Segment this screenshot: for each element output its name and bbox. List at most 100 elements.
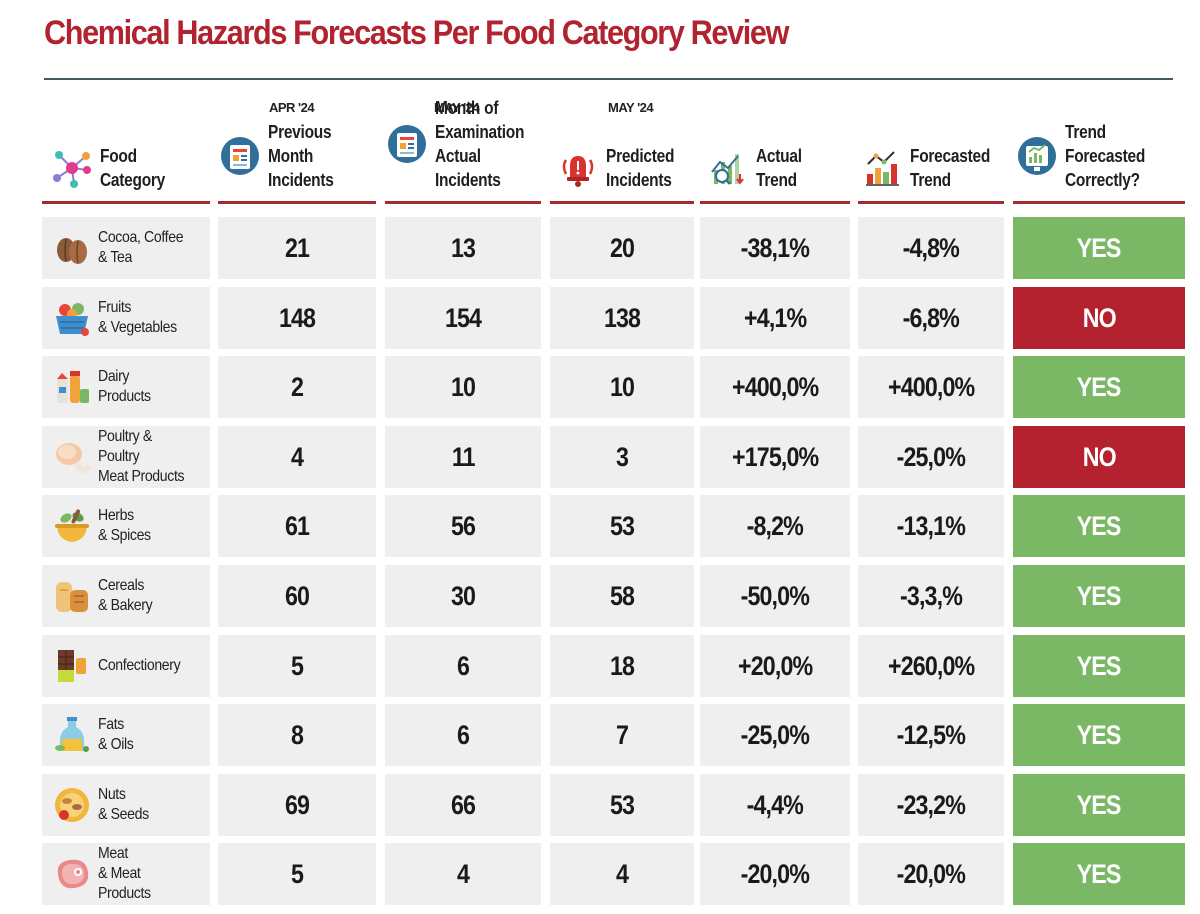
header-underline [385,201,541,204]
header-predicted: Predicted Incidents [550,118,694,204]
food-category-label: Nuts & Seeds [98,786,149,823]
predicted-value: 10 [609,371,635,402]
previous-value: 5 [290,858,304,889]
header-correct: Trend Forecasted Correctly? [1013,118,1185,204]
header-predicted-label: Predicted Incidents [606,146,675,190]
actual-trend-cell: -50,0% [700,565,850,627]
correct-value: YES [1077,371,1122,402]
predicted-cell: 3 [550,426,694,488]
report-icon [388,125,426,163]
correct-value: YES [1077,650,1122,681]
forecasted-trend-value: +400,0% [887,371,975,402]
actual-cell: 11 [385,426,541,488]
previous-cell: 60 [218,565,376,627]
verdict-badge: NO [1013,287,1185,349]
previous-cell: 5 [218,843,376,905]
month-label-previous: APR '24 [269,100,315,115]
forecasted-trend-cell: -25,0% [858,426,1004,488]
previous-cell: 21 [218,217,376,279]
correct-value: NO [1082,441,1116,472]
header-underline [218,201,376,204]
previous-cell: 69 [218,774,376,836]
actual-cell: 13 [385,217,541,279]
previous-value: 148 [278,302,316,333]
check-chart-icon [1018,137,1056,175]
food-category-cell: Poultry & Poultry Meat Products [42,426,210,488]
nuts-icon [55,788,89,822]
forecasted-trend-value: -4,8% [902,232,960,263]
correct-value: YES [1077,232,1122,263]
forecast-chart-icon [866,151,899,186]
previous-cell: 61 [218,495,376,557]
header-food-category-label: Food Category [100,146,166,190]
actual-value: 13 [450,232,476,263]
correct-value: NO [1082,302,1116,333]
actual-value: 154 [444,302,482,333]
food-category-label: Meat & Meat Products [98,845,151,902]
verdict-badge: YES [1013,565,1185,627]
forecasted-trend-cell: -20,0% [858,843,1004,905]
forecasted-trend-cell: -4,8% [858,217,1004,279]
actual-trend-cell: -8,2% [700,495,850,557]
previous-cell: 148 [218,287,376,349]
predicted-cell: 53 [550,774,694,836]
predicted-cell: 20 [550,217,694,279]
previous-value: 60 [284,580,310,611]
header-actual: Month of Examination Actual Incidents [385,98,541,204]
verdict-badge: YES [1013,495,1185,557]
actual-cell: 30 [385,565,541,627]
predicted-value: 58 [609,580,635,611]
previous-value: 5 [290,650,304,681]
bread-icon [56,582,88,612]
verdict-badge: YES [1013,217,1185,279]
food-category-cell: Nuts & Seeds [42,774,210,836]
actual-value: 56 [450,510,476,541]
previous-cell: 4 [218,426,376,488]
previous-value: 69 [284,789,310,820]
header-previous: Previous Month Incidents [218,118,376,204]
predicted-value: 7 [615,719,629,750]
actual-cell: 6 [385,635,541,697]
verdict-badge: YES [1013,704,1185,766]
steak-icon [57,859,89,889]
actual-value: 30 [450,580,476,611]
actual-trend-cell: -20,0% [700,843,850,905]
header-underline [1013,201,1185,204]
predicted-value: 3 [615,441,629,472]
actual-trend-value: -50,0% [740,580,810,611]
previous-value: 2 [290,371,304,402]
previous-value: 21 [284,232,310,263]
correct-value: YES [1077,789,1122,820]
header-previous-label: Previous Month Incidents [268,122,334,190]
predicted-cell: 7 [550,704,694,766]
predicted-cell: 58 [550,565,694,627]
correct-value: YES [1077,510,1122,541]
actual-trend-cell: -38,1% [700,217,850,279]
predicted-value: 53 [609,789,635,820]
food-category-cell: Cocoa, Coffee & Tea [42,217,210,279]
predicted-value: 18 [609,650,635,681]
food-category-cell: Cereals & Bakery [42,565,210,627]
predicted-cell: 4 [550,843,694,905]
header-actual-label: Month of Examination Actual Incidents [435,98,525,190]
previous-cell: 8 [218,704,376,766]
food-category-label: Dairy Products [98,368,151,405]
report-icon [221,137,259,175]
verdict-badge: YES [1013,774,1185,836]
actual-trend-value: -8,2% [746,510,804,541]
mortar-herbs-icon [55,509,89,542]
header-underline [700,201,850,204]
actual-trend-cell: -4,4% [700,774,850,836]
previous-cell: 2 [218,356,376,418]
food-category-cell: Fats & Oils [42,704,210,766]
forecasted-trend-cell: +260,0% [858,635,1004,697]
trend-chart-icon [711,154,744,185]
actual-trend-value: +20,0% [737,650,813,681]
previous-value: 61 [284,510,310,541]
forecasted-trend-value: -6,8% [902,302,960,333]
predicted-cell: 18 [550,635,694,697]
header-food-category: Food Category [42,118,210,204]
previous-value: 4 [290,441,304,472]
verdict-badge: YES [1013,843,1185,905]
network-icon [53,151,91,188]
